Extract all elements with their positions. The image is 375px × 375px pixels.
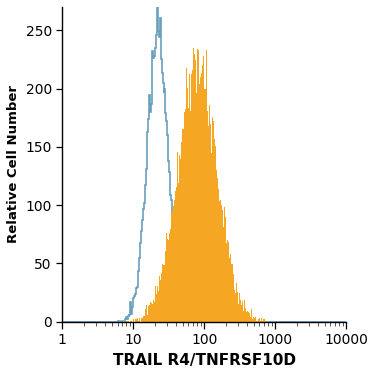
X-axis label: TRAIL R4/TNFRSF10D: TRAIL R4/TNFRSF10D <box>113 353 296 368</box>
Y-axis label: Relative Cell Number: Relative Cell Number <box>7 86 20 243</box>
